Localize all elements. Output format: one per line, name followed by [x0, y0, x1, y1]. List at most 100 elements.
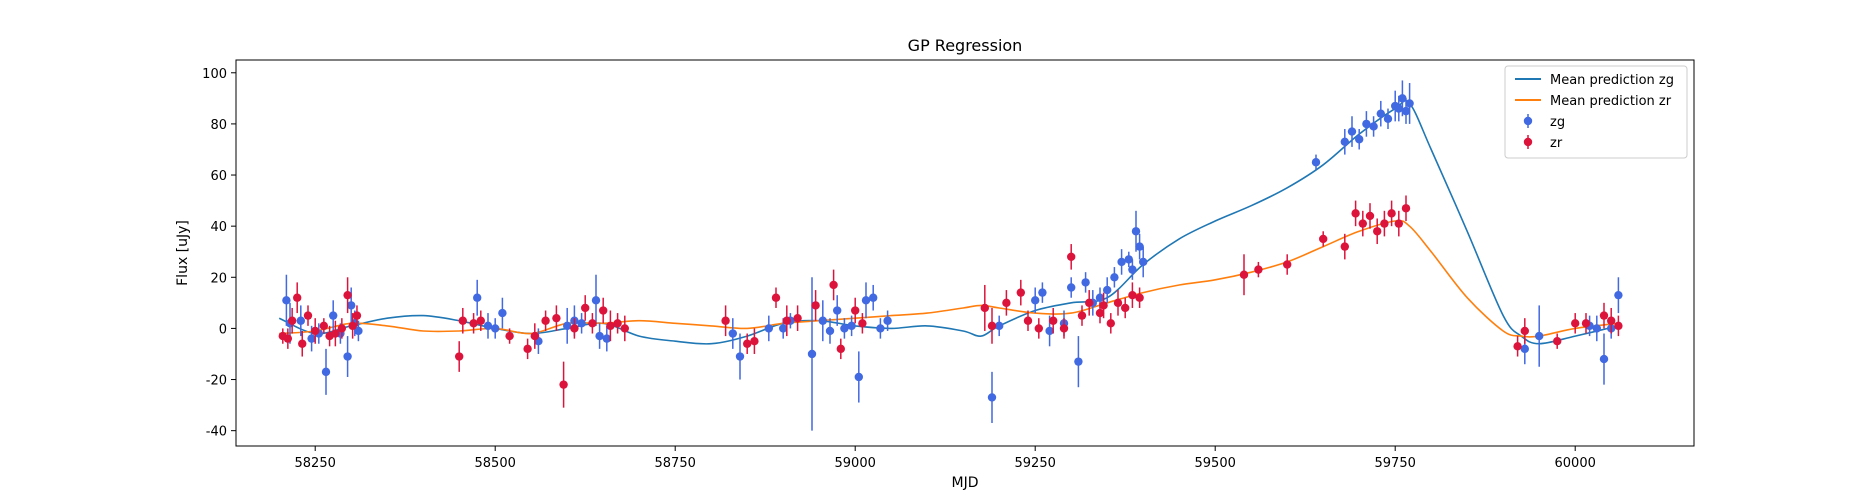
- zr-point: [599, 306, 608, 315]
- zr-point: [811, 301, 820, 310]
- legend-marker-dot: [1523, 137, 1533, 147]
- zg-point: [1340, 137, 1350, 147]
- x-tick-label: 59500: [1195, 456, 1236, 471]
- legend-frame: [1504, 65, 1688, 159]
- zg-point: [1394, 104, 1404, 113]
- zr-point: [1607, 316, 1616, 325]
- zg-point: [577, 319, 586, 328]
- y-tick-label: 20: [210, 271, 227, 286]
- zg-point: [1362, 119, 1371, 129]
- zr-point: [570, 324, 579, 333]
- zr-point: [743, 339, 752, 348]
- zg-point: [987, 393, 997, 402]
- x-tick-label: 60000: [1555, 456, 1596, 471]
- zr-point: [1581, 319, 1591, 328]
- zr-point: [1128, 290, 1137, 300]
- x-tick-label: 59250: [1015, 456, 1056, 471]
- zr-point: [1106, 319, 1116, 328]
- zr-point: [1135, 293, 1144, 302]
- zr-point: [836, 344, 845, 354]
- y-tick-label: 80: [210, 118, 227, 133]
- zg-point: [854, 372, 863, 382]
- zr-point: [1254, 265, 1263, 274]
- mean-prediction-zg-line: [278, 99, 1619, 345]
- zg-point: [1081, 278, 1090, 287]
- zg-point: [595, 331, 604, 341]
- zr-point: [1121, 303, 1130, 313]
- zr-point: [588, 319, 597, 328]
- zg-point: [1376, 109, 1386, 118]
- zg-point: [825, 326, 835, 336]
- zg-point: [1031, 296, 1040, 305]
- zr-point: [311, 326, 320, 336]
- zg-point: [1535, 331, 1544, 341]
- x-axis-label: MJD: [952, 475, 979, 491]
- zg-point: [807, 349, 817, 359]
- zg-point: [321, 367, 331, 377]
- zr-point: [530, 331, 539, 341]
- zr-point: [1340, 242, 1350, 251]
- zg-point: [1405, 99, 1414, 108]
- zr-point: [1016, 288, 1025, 297]
- zr-point: [559, 380, 568, 389]
- zg-point: [1347, 127, 1357, 136]
- zg-point: [491, 324, 500, 333]
- legend: Mean prediction zg Mean prediction zr zg…: [1504, 65, 1688, 159]
- zg-point: [1045, 326, 1054, 336]
- zr-point: [469, 319, 478, 328]
- zr-point: [303, 311, 313, 320]
- zr-point: [1085, 298, 1094, 308]
- zg-point: [591, 296, 601, 305]
- plot-area: [278, 80, 1623, 431]
- zg-point: [329, 311, 338, 320]
- legend-label-zg: zg: [1550, 115, 1565, 130]
- y-axis: -40 -20 0 20 40 60 80 100: [202, 67, 236, 440]
- zr-point: [1380, 219, 1389, 228]
- zr-point: [1077, 311, 1087, 320]
- zr-point: [782, 316, 791, 325]
- y-tick-label: 40: [210, 220, 227, 235]
- zg-point: [282, 296, 291, 305]
- zr-point: [980, 303, 989, 313]
- legend-label-mean-zr: Mean prediction zr: [1550, 94, 1672, 109]
- zr-point: [1034, 324, 1044, 333]
- zr-point: [1387, 209, 1396, 218]
- zr-point: [1513, 342, 1522, 351]
- zr-point: [283, 334, 293, 343]
- zg-point: [1067, 283, 1076, 292]
- zr-point: [348, 321, 357, 331]
- zg-point: [861, 296, 871, 305]
- x-tick-label: 59000: [835, 456, 876, 471]
- zr-point: [1373, 227, 1382, 236]
- x-tick-label: 58500: [475, 456, 516, 471]
- plot-frame: [235, 59, 1695, 447]
- zg-point: [1038, 288, 1047, 297]
- zg-point: [1599, 354, 1609, 364]
- zg-point: [1369, 122, 1378, 131]
- zr-point: [1571, 319, 1580, 328]
- zg-point: [995, 321, 1004, 331]
- x-tick-label: 58750: [655, 456, 696, 471]
- zr-point: [1599, 311, 1609, 320]
- zr-point: [1520, 326, 1530, 336]
- zr-point: [581, 303, 590, 313]
- zg-point: [602, 334, 611, 343]
- zr-point: [1283, 260, 1292, 269]
- zr-point: [343, 290, 352, 300]
- zr-point: [298, 339, 307, 348]
- zr-point: [750, 336, 759, 346]
- zg-point: [1124, 255, 1134, 264]
- legend-label-mean-zg: Mean prediction zg: [1550, 73, 1674, 88]
- zg-point: [498, 308, 507, 318]
- y-tick-label: -20: [206, 374, 227, 389]
- zr-point: [1319, 234, 1328, 244]
- zg-point: [876, 324, 885, 333]
- zr-point: [1358, 219, 1368, 228]
- zg-point: [847, 321, 856, 331]
- zg-point: [307, 334, 316, 343]
- zr-point: [1067, 252, 1076, 262]
- zg-point: [1131, 227, 1141, 236]
- y-tick-label: 60: [210, 169, 227, 184]
- zr-point: [505, 331, 514, 341]
